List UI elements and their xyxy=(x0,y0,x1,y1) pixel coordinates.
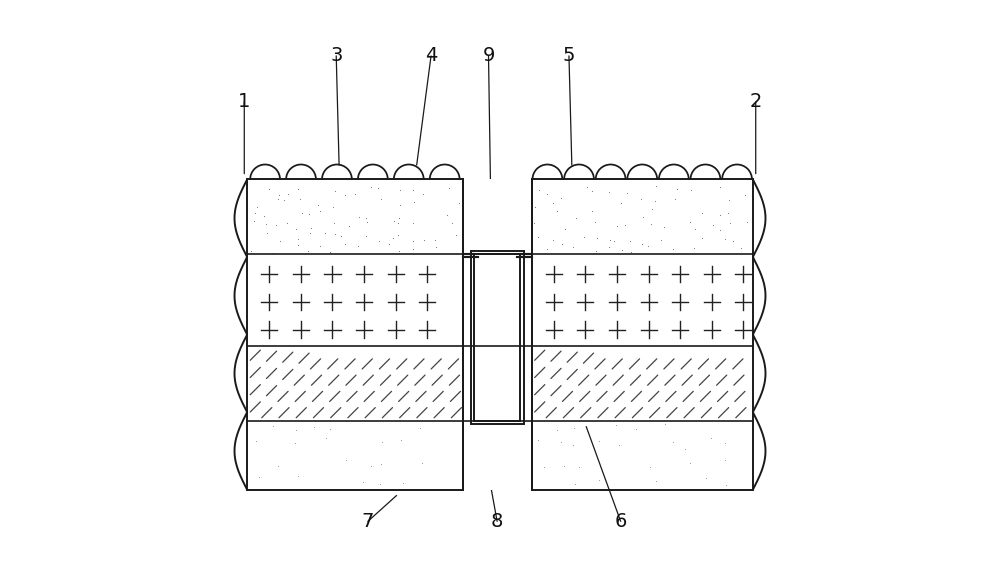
Text: 3: 3 xyxy=(330,47,342,65)
Text: 9: 9 xyxy=(482,47,495,65)
Text: 1: 1 xyxy=(238,92,250,111)
Bar xyxy=(532,421,753,490)
Text: 6: 6 xyxy=(614,512,627,531)
Bar xyxy=(532,180,753,254)
Bar xyxy=(474,254,520,421)
Text: 2: 2 xyxy=(750,92,762,111)
Text: 5: 5 xyxy=(563,47,575,65)
Bar xyxy=(532,180,753,490)
Bar xyxy=(471,251,524,424)
Text: 7: 7 xyxy=(362,512,374,531)
Bar xyxy=(463,180,532,490)
Text: 4: 4 xyxy=(425,47,437,65)
Bar xyxy=(247,346,463,421)
Bar xyxy=(247,180,463,490)
Bar xyxy=(532,346,753,421)
Bar xyxy=(247,180,463,254)
Bar xyxy=(247,421,463,490)
Bar xyxy=(474,254,520,421)
Bar xyxy=(532,254,753,346)
Text: 8: 8 xyxy=(491,512,503,531)
Bar xyxy=(247,254,463,346)
